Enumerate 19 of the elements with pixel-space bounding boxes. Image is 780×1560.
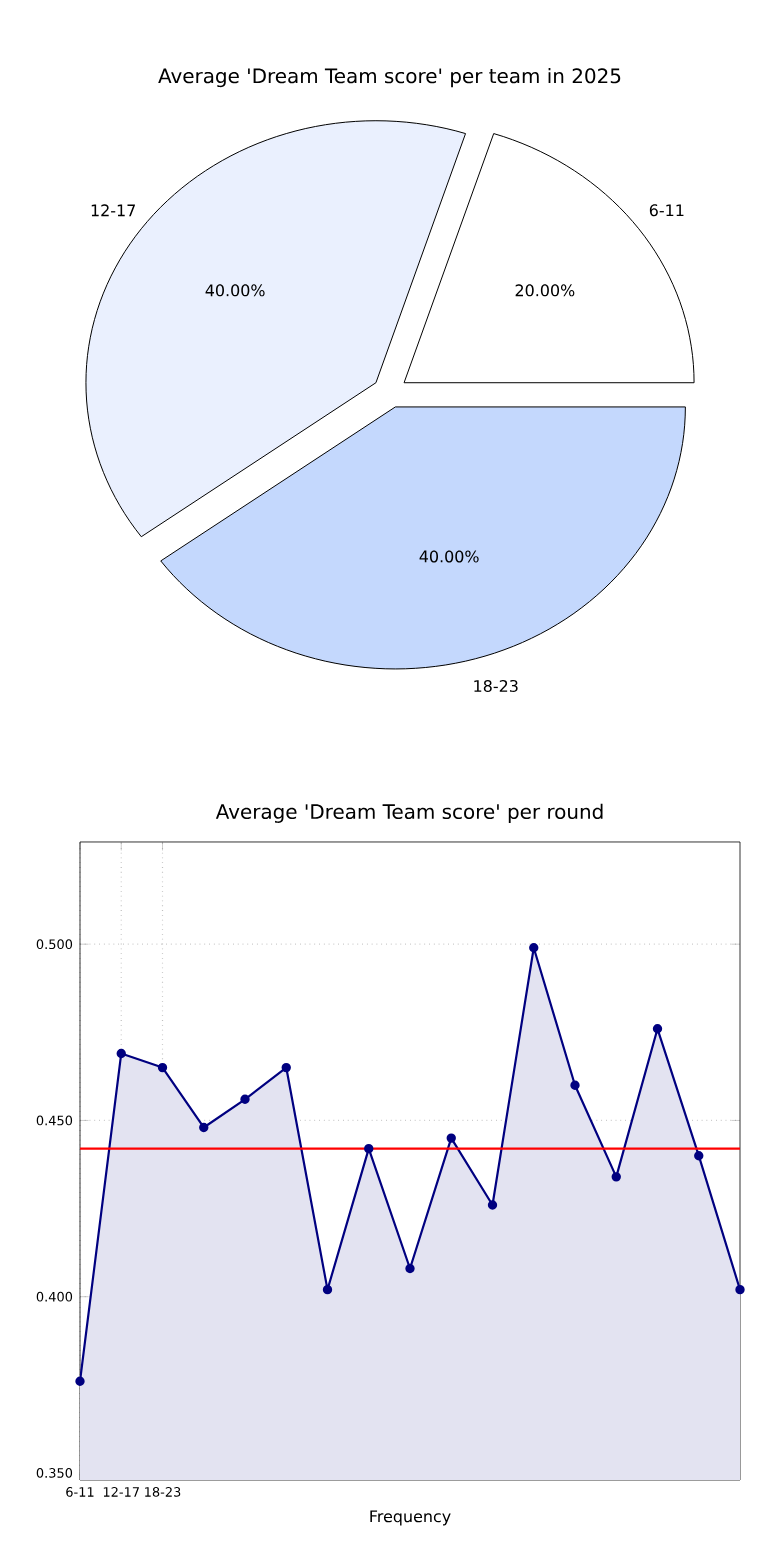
chart-title: Average 'Dream Team score' per round (215, 803, 603, 823)
point (446, 1133, 456, 1143)
point (199, 1122, 209, 1133)
point (322, 1284, 333, 1295)
point (157, 1062, 168, 1073)
point (281, 1062, 291, 1073)
point (652, 1024, 663, 1034)
point (405, 1263, 415, 1274)
point (116, 1048, 126, 1059)
point (611, 1172, 621, 1182)
point (487, 1200, 498, 1210)
point (735, 1284, 745, 1295)
chart-title: Average 'Dream Team score' per team in 2025 (158, 67, 621, 88)
point (529, 943, 539, 953)
point (570, 1080, 580, 1090)
point (364, 1143, 374, 1154)
point (75, 1376, 85, 1386)
point (694, 1151, 704, 1161)
point (240, 1094, 250, 1104)
